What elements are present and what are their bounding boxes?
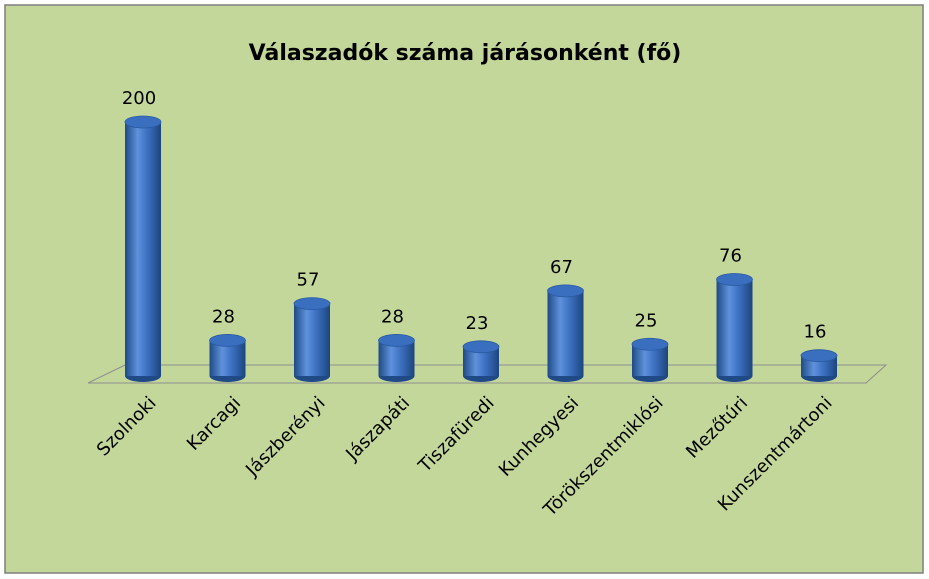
bar [294, 303, 330, 376]
bar-top [462, 340, 500, 354]
data-label: 57 [297, 270, 320, 291]
bar [125, 122, 161, 376]
bar [716, 279, 753, 376]
bar-top [716, 273, 753, 286]
bar-top [378, 334, 415, 347]
bar [547, 290, 584, 376]
data-label: 16 [804, 322, 827, 343]
bar-top [547, 284, 584, 298]
bar-top [631, 337, 669, 351]
bar-top [800, 349, 838, 363]
data-label: 23 [466, 313, 489, 334]
data-label: 28 [212, 306, 235, 327]
chart-title: Válaszadók száma járásonként (fő) [249, 41, 682, 66]
data-label: 28 [381, 306, 404, 327]
bar-top [293, 297, 331, 311]
data-label: 76 [719, 245, 742, 266]
bar-top [209, 334, 246, 347]
data-label: 67 [550, 257, 573, 278]
data-label: 25 [635, 310, 658, 331]
bar-top [124, 115, 162, 129]
data-label: 200 [122, 88, 156, 109]
